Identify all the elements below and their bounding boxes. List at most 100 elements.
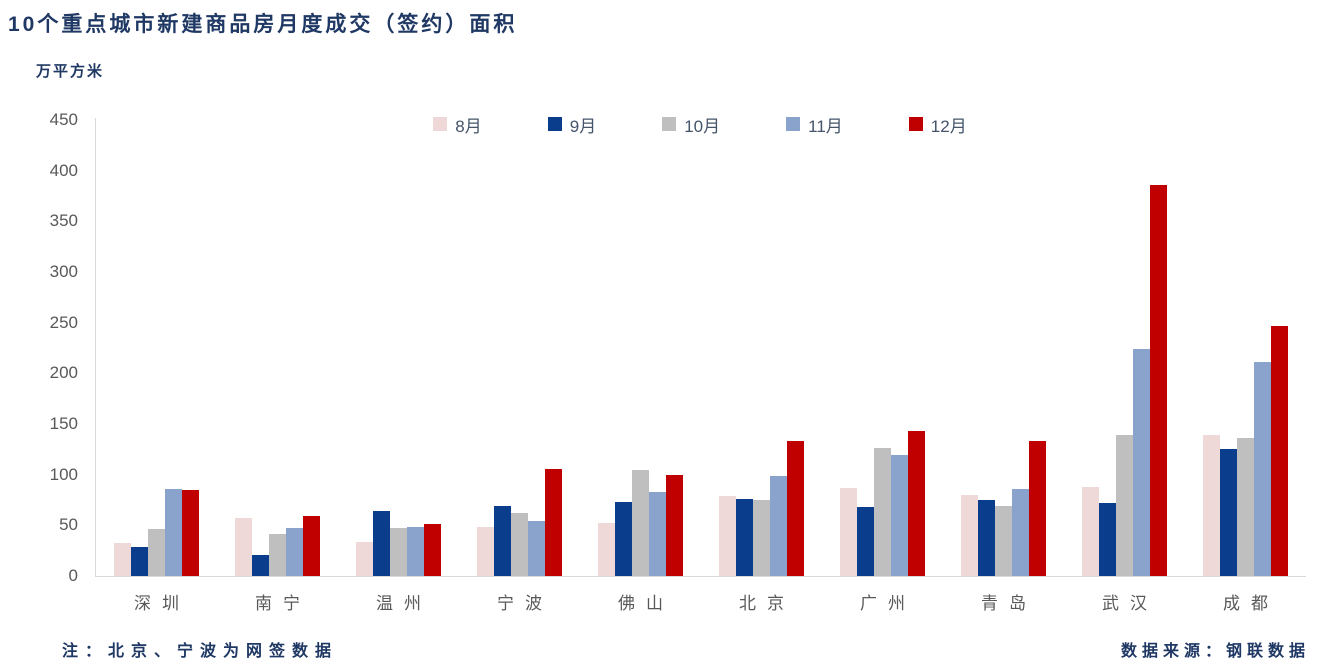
bar bbox=[477, 527, 494, 576]
y-axis-tick-label: 250 bbox=[49, 312, 78, 332]
bar bbox=[857, 507, 874, 576]
legend-swatch-icon bbox=[547, 117, 562, 131]
legend-swatch-icon bbox=[908, 117, 923, 131]
y-axis-tick-label: 100 bbox=[49, 464, 78, 484]
bar bbox=[649, 492, 666, 576]
y-axis-tick-label: 0 bbox=[68, 566, 78, 585]
bar bbox=[182, 490, 199, 576]
bar bbox=[269, 534, 286, 576]
bar bbox=[356, 542, 373, 576]
legend-swatch-icon bbox=[786, 117, 801, 131]
bar-group bbox=[701, 120, 822, 576]
bar bbox=[511, 513, 528, 576]
y-axis-tick-label: 200 bbox=[49, 363, 78, 383]
legend-label: 9月 bbox=[569, 116, 597, 136]
bar bbox=[528, 521, 545, 576]
bar bbox=[995, 506, 1012, 576]
legend-item: 11月 bbox=[786, 112, 843, 137]
legend-label: 10月 bbox=[684, 116, 721, 136]
bar bbox=[286, 528, 303, 576]
legend-label: 8月 bbox=[455, 116, 482, 136]
data-source: 数据来源：钢联数据 bbox=[1120, 643, 1310, 660]
bar bbox=[1099, 503, 1116, 576]
legend-label: 12月 bbox=[930, 116, 967, 136]
y-axis-unit-label: 万平方米 bbox=[36, 63, 105, 80]
legend-swatch-icon bbox=[433, 117, 448, 131]
plot-area bbox=[96, 120, 1306, 576]
bar bbox=[1254, 362, 1271, 576]
bar bbox=[598, 523, 615, 576]
bar bbox=[666, 475, 683, 576]
bar bbox=[1029, 441, 1046, 576]
bar-group bbox=[217, 120, 338, 576]
y-axis-tick-label: 150 bbox=[49, 414, 78, 433]
bar bbox=[908, 431, 925, 576]
bar-group bbox=[338, 120, 459, 576]
footnote: 注：北京、宁波为网签数据 bbox=[62, 643, 339, 660]
x-axis-label: 成都 bbox=[1223, 594, 1279, 613]
x-axis-label: 武汉 bbox=[1102, 594, 1158, 613]
bar bbox=[390, 528, 407, 576]
y-axis-tick-label: 300 bbox=[49, 262, 78, 281]
bar bbox=[1116, 435, 1133, 576]
bar bbox=[424, 524, 441, 576]
legend-label: 11月 bbox=[808, 116, 843, 136]
bar bbox=[494, 506, 511, 576]
y-axis-labels: 0 50 100 150 200 250 300 350 400 450 bbox=[28, 110, 78, 585]
bar bbox=[545, 469, 562, 576]
bar bbox=[235, 518, 252, 576]
bar bbox=[736, 499, 753, 576]
bar-group bbox=[580, 120, 701, 576]
bar bbox=[632, 470, 649, 576]
x-axis-labels: 深圳 南宁 温州 宁波 佛山 北京 广州 青岛 武汉 成都 bbox=[96, 589, 1306, 614]
x-axis-label: 佛山 bbox=[618, 594, 674, 613]
y-axis-tick-label: 400 bbox=[49, 160, 78, 180]
bar-groups bbox=[96, 120, 1306, 576]
x-axis-label: 宁波 bbox=[497, 594, 553, 613]
bar bbox=[407, 527, 424, 576]
bar bbox=[373, 511, 390, 576]
x-axis-label: 北京 bbox=[739, 594, 795, 613]
bar-group bbox=[822, 120, 943, 576]
bar bbox=[1271, 326, 1288, 576]
bar bbox=[891, 455, 908, 576]
x-axis-label: 温州 bbox=[376, 594, 432, 613]
y-axis-line bbox=[95, 118, 96, 577]
bar bbox=[1082, 487, 1099, 576]
bar bbox=[252, 555, 269, 576]
bar bbox=[1150, 185, 1167, 576]
bar bbox=[753, 500, 770, 576]
bar bbox=[1012, 489, 1029, 576]
bar bbox=[770, 476, 787, 576]
x-axis-label: 广州 bbox=[860, 594, 916, 613]
legend-item: 9月 bbox=[547, 112, 597, 137]
legend: 8月 9月 10月 11月 12月 bbox=[95, 110, 1305, 138]
x-axis-line bbox=[95, 576, 1306, 577]
x-axis-label: 深圳 bbox=[134, 594, 190, 613]
chart-title: 10个重点城市新建商品房月度成交（签约）面积 bbox=[8, 13, 518, 36]
bar bbox=[131, 547, 148, 576]
legend-item: 12月 bbox=[908, 112, 967, 137]
bar bbox=[1220, 449, 1237, 576]
y-axis-tick-label: 450 bbox=[49, 110, 78, 129]
bar bbox=[615, 502, 632, 576]
bar bbox=[874, 448, 891, 576]
bar bbox=[1133, 349, 1150, 576]
x-axis-label: 青岛 bbox=[981, 594, 1037, 613]
bar-group bbox=[459, 120, 580, 576]
bar bbox=[1203, 435, 1220, 576]
bar-group bbox=[96, 120, 217, 576]
bar bbox=[787, 441, 804, 576]
legend-swatch-icon bbox=[662, 117, 677, 131]
bar bbox=[1237, 438, 1254, 576]
bar bbox=[840, 488, 857, 576]
bar bbox=[148, 529, 165, 576]
y-axis-tick-label: 350 bbox=[49, 211, 78, 231]
legend-item: 10月 bbox=[662, 112, 720, 137]
bar bbox=[961, 495, 978, 576]
bar bbox=[165, 489, 182, 576]
bar-group bbox=[1064, 120, 1185, 576]
bar bbox=[719, 496, 736, 576]
bar bbox=[114, 543, 131, 576]
bar-group bbox=[943, 120, 1064, 576]
